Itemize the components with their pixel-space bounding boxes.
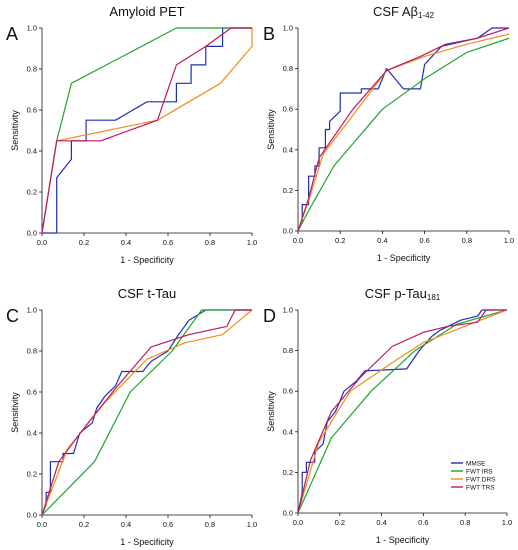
- chart-title: CSF p-Tau181: [365, 286, 441, 302]
- y-tick-label: 0.6: [27, 388, 37, 397]
- y-tick-label: 0.4: [283, 427, 293, 436]
- y-tick-label: 0.6: [27, 106, 37, 115]
- legend-entry: FWT DRS: [466, 476, 496, 483]
- chart-title-subscript: 1-42: [418, 11, 435, 20]
- y-axis-label: Sensitivity: [10, 110, 20, 151]
- y-tick-label: 0.8: [283, 64, 293, 73]
- y-axis-label: Sensitivity: [266, 109, 276, 150]
- y-tick-label: 0.8: [27, 65, 37, 74]
- x-tick-label: 0.4: [121, 520, 131, 529]
- x-axis-label: 1 - Specificity: [377, 253, 431, 263]
- legend-entry: MMSE: [466, 460, 486, 467]
- x-tick-label: 0.4: [377, 236, 387, 245]
- y-tick-label: 0.2: [283, 468, 293, 477]
- y-tick-label: 0.0: [283, 509, 293, 518]
- series-line-fwt-drs: [297, 33, 510, 232]
- series-line-mmse: [297, 309, 507, 514]
- x-tick-label: 0.6: [163, 520, 173, 529]
- x-tick-label: 0.2: [79, 238, 89, 247]
- legend-entry: FWT TRS: [466, 484, 495, 491]
- series-line-mmse: [42, 27, 252, 234]
- legend-entry: FWT IRS: [466, 468, 493, 475]
- panel-b: B CSF Aβ1-42 0.0 0.2 0.4 0.6 0.8 1.0 0.0 0.2 0.4 0.…: [263, 4, 514, 263]
- series-line-fwt-trs: [297, 27, 510, 232]
- panel-letter: A: [6, 24, 18, 44]
- chart-title: CSF t-Tau: [118, 286, 177, 301]
- panel-c: C CSF t-Tau 0.0 0.2 0.4 0.6 0.8 1.0 0.0 0.2 0.4 0.6…: [6, 286, 257, 547]
- series-line-fwt-drs: [41, 27, 253, 234]
- x-tick-label: 0.8: [460, 518, 470, 527]
- y-tick-label: 0.4: [27, 429, 37, 438]
- x-tick-label: 0.8: [205, 238, 215, 247]
- x-tick-label: 0.8: [205, 520, 215, 529]
- y-axis-label: Sensitivity: [266, 391, 276, 432]
- y-tick-label: 0.8: [27, 347, 37, 356]
- chart-title: Amyloid PET: [109, 4, 184, 19]
- series-line-fwt-irs: [297, 309, 508, 514]
- x-tick-label: 0.6: [418, 518, 428, 527]
- x-axis-label: 1 - Specificity: [120, 255, 174, 265]
- x-axis-label: 1 - Specificity: [376, 535, 430, 545]
- x-tick-label: 0.0: [37, 520, 47, 529]
- series-line-mmse: [297, 27, 509, 232]
- chart-title: CSF Aβ1-42: [373, 4, 435, 20]
- x-tick-label: 0.0: [293, 518, 303, 527]
- x-tick-label: 0.2: [335, 518, 345, 527]
- series-line-fwt-trs: [41, 309, 252, 516]
- x-axis-label: 1 - Specificity: [120, 537, 174, 547]
- series-line-mmse: [41, 309, 252, 516]
- y-tick-label: 0.6: [283, 387, 293, 396]
- y-tick-label: 0.8: [283, 346, 293, 355]
- y-axis-label: Sensitivity: [10, 392, 20, 433]
- series-line-fwt-irs: [41, 309, 252, 516]
- series-line-fwt-drs: [41, 309, 253, 516]
- x-tick-label: 1.0: [504, 236, 514, 245]
- y-tick-label: 0.0: [283, 227, 293, 236]
- y-tick-label: 1.0: [283, 306, 293, 315]
- x-tick-label: 0.4: [376, 518, 386, 527]
- x-tick-label: 0.4: [121, 238, 131, 247]
- x-tick-label: 0.0: [293, 236, 303, 245]
- x-tick-label: 1.0: [502, 518, 512, 527]
- y-tick-label: 0.0: [27, 511, 37, 520]
- y-tick-label: 0.2: [283, 186, 293, 195]
- y-tick-label: 0.4: [283, 145, 293, 154]
- y-tick-label: 0.0: [27, 229, 37, 238]
- y-tick-label: 0.2: [27, 470, 37, 479]
- series-line-fwt-trs: [297, 309, 507, 514]
- y-tick-label: 0.6: [283, 105, 293, 114]
- x-tick-label: 1.0: [247, 520, 257, 529]
- y-tick-label: 1.0: [283, 24, 293, 33]
- series-line-fwt-irs: [41, 27, 252, 234]
- y-tick-label: 0.4: [27, 147, 37, 156]
- x-tick-label: 0.6: [419, 236, 429, 245]
- panel-letter: C: [6, 306, 19, 326]
- x-tick-label: 0.0: [37, 238, 47, 247]
- y-tick-label: 0.2: [27, 188, 37, 197]
- series-line-fwt-trs: [41, 27, 252, 234]
- panel-d: D CSF p-Tau181 0.0 0.2 0.4 0.6 0.8 1.0 0.0 0.2 0.4…: [263, 286, 512, 545]
- series-line-fwt-irs: [297, 37, 510, 232]
- chart-title-subscript: 181: [427, 293, 441, 302]
- panel-a: A Amyloid PET 0.0 0.2 0.4 0.6 0.8 1.0 0.0 0.2 0.4 0…: [6, 4, 257, 265]
- x-tick-label: 1.0: [247, 238, 257, 247]
- y-tick-label: 1.0: [27, 306, 37, 315]
- panel-letter: D: [263, 306, 276, 326]
- panel-letter: B: [263, 24, 275, 44]
- x-tick-label: 0.2: [335, 236, 345, 245]
- x-tick-label: 0.8: [462, 236, 472, 245]
- x-tick-label: 0.6: [163, 238, 173, 247]
- x-tick-label: 0.2: [79, 520, 89, 529]
- y-tick-label: 1.0: [27, 24, 37, 33]
